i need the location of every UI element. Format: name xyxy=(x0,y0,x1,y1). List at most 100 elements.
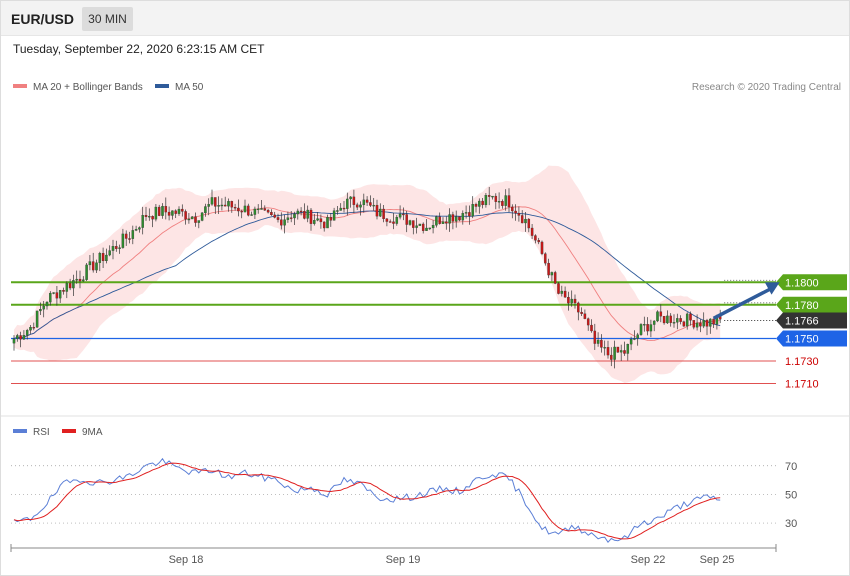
candle xyxy=(596,332,600,347)
candle-body xyxy=(540,241,544,254)
candle-body xyxy=(187,218,191,221)
candle xyxy=(174,209,177,219)
candle xyxy=(365,196,369,206)
candle-body xyxy=(207,204,210,207)
rsi-tick-70: 70 xyxy=(785,461,797,473)
candle xyxy=(402,207,405,221)
candle xyxy=(95,259,98,273)
candle xyxy=(247,203,250,217)
candle xyxy=(438,212,441,225)
candle-body xyxy=(346,198,349,209)
candle-body xyxy=(583,313,587,319)
candle-body xyxy=(95,262,98,271)
chart-datetime: Tuesday, September 22, 2020 6:23:15 AM C… xyxy=(13,42,265,56)
candle xyxy=(154,203,158,222)
ma50-line xyxy=(13,210,721,340)
candle-body xyxy=(487,195,491,197)
candle-body xyxy=(164,206,168,213)
candle-body xyxy=(32,327,36,329)
candle xyxy=(237,199,240,217)
candle-body xyxy=(481,200,484,206)
candle xyxy=(256,204,260,214)
candle xyxy=(12,335,16,351)
candle xyxy=(497,192,501,209)
candle-body xyxy=(101,253,105,262)
candle-body xyxy=(613,346,616,360)
candle-body xyxy=(461,213,465,221)
candle xyxy=(501,199,504,209)
candle-body xyxy=(405,214,408,225)
candle-body xyxy=(702,320,705,327)
candle-body xyxy=(530,227,534,236)
candle-body xyxy=(270,212,273,216)
candle xyxy=(115,240,118,252)
candle-body xyxy=(12,338,16,344)
candle-body xyxy=(299,210,303,213)
candle xyxy=(181,204,184,217)
level-1-1766-tag xyxy=(776,312,847,329)
level-1-1730-label: 1.1730 xyxy=(785,356,819,368)
candle xyxy=(705,318,709,336)
candle-body xyxy=(296,210,300,215)
candle-body xyxy=(676,318,679,323)
candle xyxy=(266,208,270,214)
candle-body xyxy=(118,247,121,249)
candle xyxy=(494,193,498,210)
candle-body xyxy=(468,212,471,217)
ma20-legend-swatch xyxy=(13,84,27,88)
candle-body xyxy=(306,209,309,219)
candle xyxy=(448,208,451,232)
time-axis: Sep 18 Sep 19 Sep 22 Sep 25 xyxy=(10,544,777,566)
ma50-legend-swatch xyxy=(155,84,169,88)
candle xyxy=(75,270,78,284)
candle-body xyxy=(398,213,402,218)
candle xyxy=(263,205,267,211)
candle xyxy=(355,202,359,211)
candle xyxy=(65,281,69,299)
candle-body xyxy=(29,327,32,331)
level-1-1766-label: 1.1766 xyxy=(785,316,819,328)
candle-body xyxy=(365,199,369,203)
candle xyxy=(441,217,445,225)
candle-body xyxy=(22,335,26,340)
candle xyxy=(105,248,108,264)
candle xyxy=(82,276,85,282)
candle xyxy=(385,218,389,227)
candle xyxy=(468,205,471,225)
candle xyxy=(382,204,385,223)
candle xyxy=(685,312,689,330)
candle-body xyxy=(273,214,276,218)
candle-body xyxy=(610,354,613,360)
candle-body xyxy=(332,210,336,221)
candle-body xyxy=(662,315,666,324)
candle-body xyxy=(362,199,366,206)
candle-body xyxy=(590,324,593,332)
candle xyxy=(280,212,283,230)
candle-body xyxy=(313,220,316,224)
candle-body xyxy=(171,210,174,216)
timeframe-button[interactable]: 30 MIN xyxy=(82,7,133,31)
ma20-line xyxy=(13,206,721,342)
candle-body xyxy=(451,214,455,222)
candle-body xyxy=(616,346,620,353)
candle-body xyxy=(629,339,633,345)
candle-body xyxy=(659,311,663,317)
candle-body xyxy=(385,218,389,222)
instrument-symbol: EUR/USD xyxy=(11,11,75,27)
candle xyxy=(395,215,399,226)
level-1-1750-tag xyxy=(776,330,847,347)
candle-body xyxy=(39,309,42,312)
candle xyxy=(507,188,511,213)
candle xyxy=(194,212,197,227)
candle xyxy=(217,196,220,215)
candle-body xyxy=(646,324,649,332)
candle xyxy=(471,196,474,219)
candle xyxy=(643,316,646,332)
candle-body xyxy=(197,220,201,223)
candle-body xyxy=(415,225,418,228)
candle-body xyxy=(705,320,709,327)
candle xyxy=(666,310,669,325)
ma50-legend-label: MA 50 xyxy=(175,82,204,93)
candle xyxy=(88,255,92,271)
candle xyxy=(296,208,300,220)
